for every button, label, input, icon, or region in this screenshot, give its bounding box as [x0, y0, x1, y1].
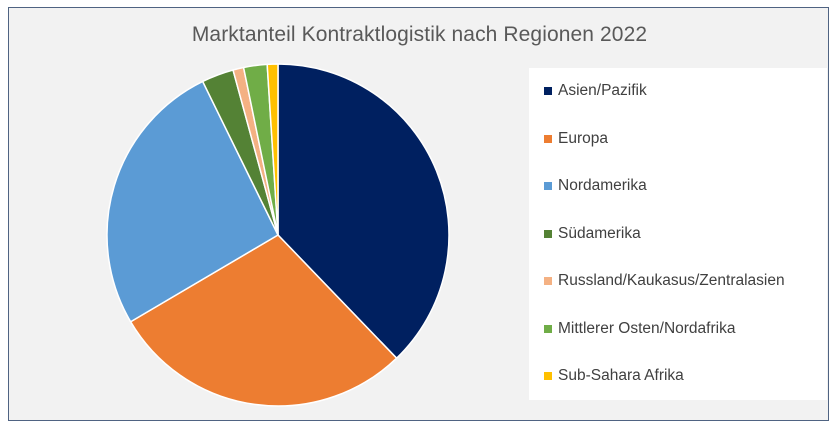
legend-label: Asien/Pazifik [558, 82, 647, 99]
legend-item: Nordamerika [529, 176, 827, 224]
legend-label: Mittlerer Osten/Nordafrika [558, 319, 736, 337]
pie-slice-2 [129, 234, 398, 407]
chart-frame: Marktanteil Kontraktlogistik nach Region… [8, 7, 829, 421]
pie-slice-3 [106, 80, 279, 323]
legend-swatch [544, 87, 552, 95]
legend-label: Sub-Sahara Afrika [558, 367, 684, 384]
legend-item: Russland/Kaukasus/Zentralasien [529, 271, 827, 319]
pie-chart [106, 63, 450, 407]
legend-item: Südamerika [529, 224, 827, 272]
legend-label: Südamerika [558, 224, 641, 242]
legend-swatch [544, 277, 552, 285]
legend-swatch [544, 134, 552, 143]
pie-slice-1 [277, 63, 450, 359]
legend-item: Europa [529, 129, 827, 177]
legend-swatch [544, 372, 552, 380]
chart-legend: Asien/Pazifik Europa Nordamerika Südamerika… [529, 68, 827, 400]
legend-item: Asien/Pazifik [529, 81, 827, 129]
legend-item: Mittlerer Osten/Nordafrika [529, 319, 827, 367]
legend-item: Sub-Sahara Afrika [529, 366, 827, 414]
legend-swatch [544, 182, 552, 190]
legend-label: Europa [558, 129, 608, 147]
pie-slice-7 [266, 63, 279, 236]
chart-title: Marktanteil Kontraktlogistik nach Region… [191, 23, 648, 46]
legend-label: Russland/Kaukasus/Zentralasien [558, 272, 785, 289]
legend-swatch [544, 324, 552, 333]
legend-label: Nordamerika [558, 177, 647, 194]
legend-swatch [544, 229, 552, 238]
